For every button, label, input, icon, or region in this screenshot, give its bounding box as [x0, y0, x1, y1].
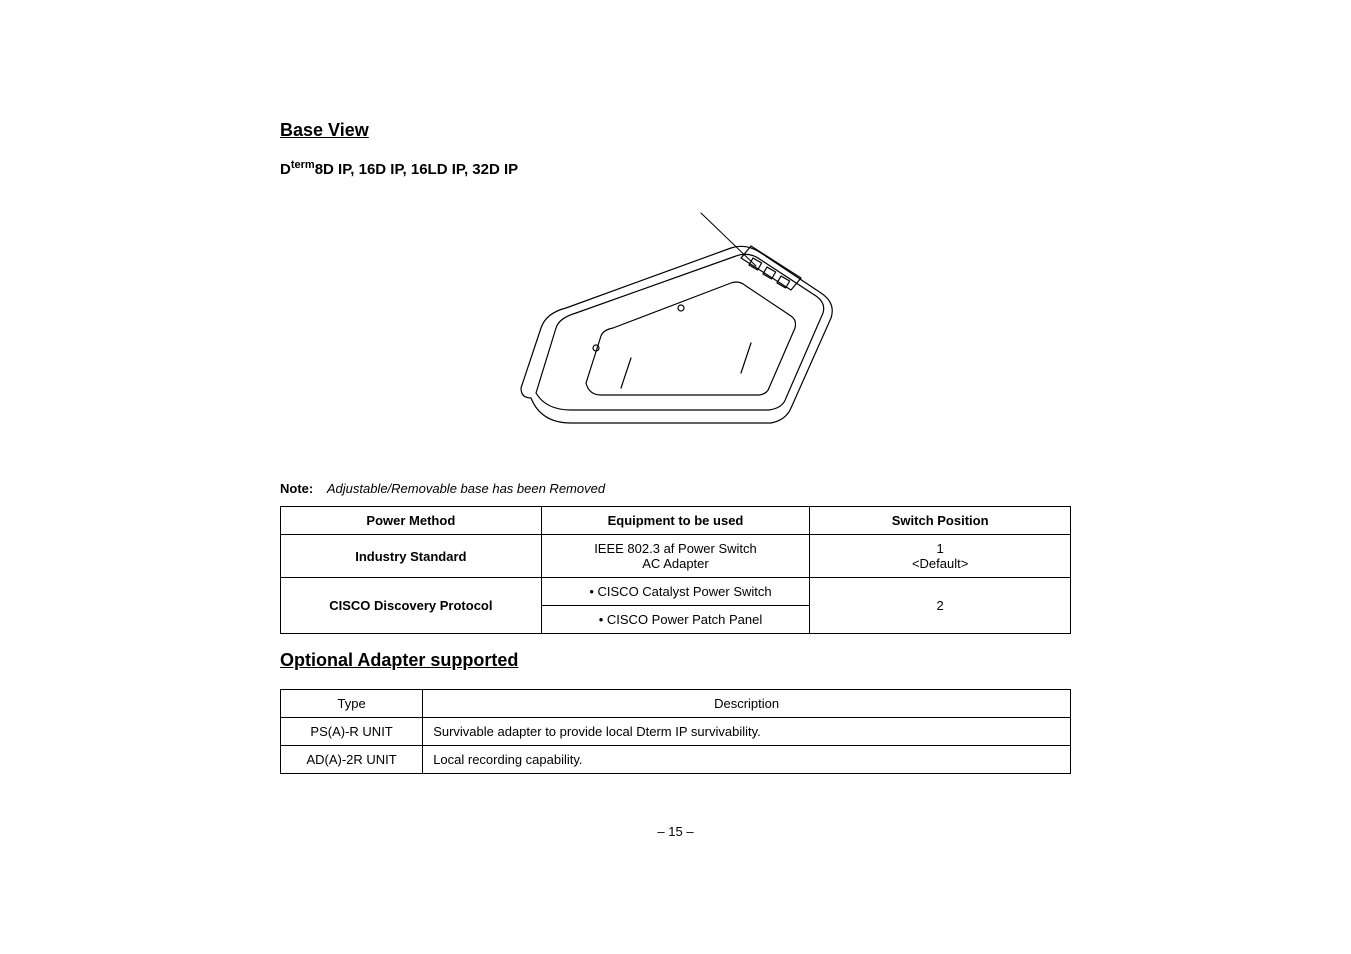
header-equipment: Equipment to be used: [541, 507, 810, 535]
cell-equipment-industry: IEEE 802.3 af Power Switch AC Adapter: [541, 535, 810, 578]
phone-base-illustration: [280, 198, 1071, 463]
note-text: Adjustable/Removable base has been Remov…: [327, 481, 605, 496]
cell-method-cisco: CISCO Discovery Protocol: [281, 578, 542, 634]
cell-desc-ada: Local recording capability.: [423, 746, 1071, 774]
table-row: PS(A)-R UNIT Survivable adapter to provi…: [281, 718, 1071, 746]
table-row: AD(A)-2R UNIT Local recording capability…: [281, 746, 1071, 774]
cell-position-industry: 1 <Default>: [810, 535, 1071, 578]
model-prefix: D: [280, 161, 291, 178]
cell-type-ada: AD(A)-2R UNIT: [281, 746, 423, 774]
page-number: – 15 –: [280, 824, 1071, 839]
bullet-patch-panel: CISCO Power Patch Panel: [599, 612, 763, 627]
note-line: Note: Adjustable/Removable base has been…: [280, 481, 1071, 496]
model-super: term: [291, 159, 315, 171]
model-suffix: 8D IP, 16D IP, 16LD IP, 32D IP: [315, 161, 518, 178]
equipment-line1: IEEE 802.3 af Power Switch: [552, 541, 800, 556]
bullet-catalyst: CISCO Catalyst Power Switch: [589, 584, 771, 599]
table-row: CISCO Discovery Protocol CISCO Catalyst …: [281, 578, 1071, 606]
cell-equipment-cisco1: CISCO Catalyst Power Switch: [541, 578, 810, 606]
position-line1: 1: [820, 541, 1060, 556]
header-switch-position: Switch Position: [810, 507, 1071, 535]
position-line2: <Default>: [820, 556, 1060, 571]
cell-type-psa: PS(A)-R UNIT: [281, 718, 423, 746]
header-type: Type: [281, 690, 423, 718]
table-header-row: Power Method Equipment to be used Switch…: [281, 507, 1071, 535]
cell-equipment-cisco2: CISCO Power Patch Panel: [541, 606, 810, 634]
header-description: Description: [423, 690, 1071, 718]
table-row: Industry Standard IEEE 802.3 af Power Sw…: [281, 535, 1071, 578]
cell-desc-psa: Survivable adapter to provide local Dter…: [423, 718, 1071, 746]
header-power-method: Power Method: [281, 507, 542, 535]
power-method-table: Power Method Equipment to be used Switch…: [280, 506, 1071, 634]
cell-position-cisco: 2: [810, 578, 1071, 634]
note-label: Note:: [280, 481, 313, 496]
base-view-heading: Base View: [280, 120, 1071, 141]
adapter-table: Type Description PS(A)-R UNIT Survivable…: [280, 689, 1071, 774]
model-heading: Dterm8D IP, 16D IP, 16LD IP, 32D IP: [280, 159, 1071, 178]
optional-adapter-heading: Optional Adapter supported: [280, 650, 1071, 671]
table-header-row: Type Description: [281, 690, 1071, 718]
equipment-line2: AC Adapter: [552, 556, 800, 571]
cell-method-industry: Industry Standard: [281, 535, 542, 578]
